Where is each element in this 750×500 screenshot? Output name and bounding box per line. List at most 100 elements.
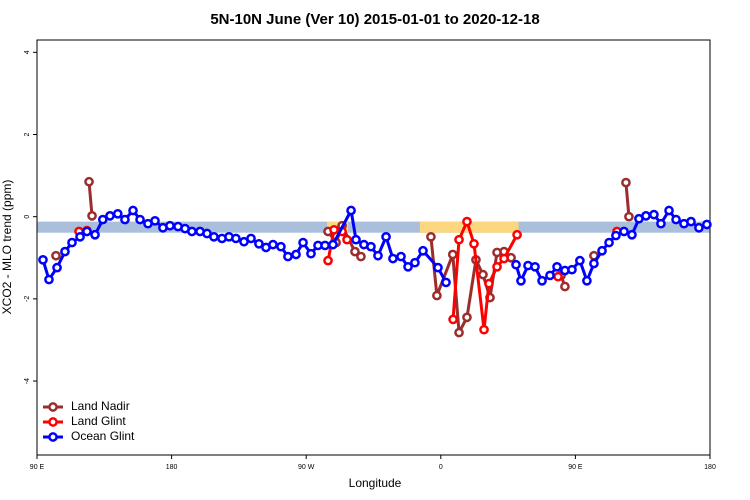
point [403,261,413,272]
point [511,259,521,270]
legend-marker [48,417,58,427]
point [567,264,577,275]
legend-label: Ocean Glint [71,429,135,443]
point [135,214,145,225]
point [624,211,634,222]
legend-label: Land Glint [71,414,126,428]
point [671,214,681,225]
point [320,240,330,251]
point [328,239,338,250]
point [38,254,48,265]
point [656,218,666,229]
point [342,234,352,245]
point [187,226,197,237]
y-tick-label: 2 [24,132,31,136]
point [621,177,631,188]
point [627,229,637,240]
point [60,246,70,257]
point [82,226,92,237]
point [323,255,333,266]
point [276,241,286,252]
point [346,205,356,216]
point [492,261,502,272]
point [433,262,443,273]
chart-title: 5N-10N June (Ver 10) 2015-01-01 to 2020-… [210,11,539,28]
point [51,250,61,261]
point [120,214,130,225]
point [552,261,562,272]
legend-label: Land Nadir [71,399,130,413]
point [530,261,540,272]
point [597,245,607,256]
point [388,253,398,264]
point [306,248,316,259]
point [611,230,621,241]
point [329,224,339,235]
point [418,245,428,256]
point [560,281,570,292]
point [381,231,391,242]
point [105,211,115,221]
point [298,237,308,248]
point [641,211,651,221]
point [351,234,361,245]
point [209,231,219,242]
point [448,314,458,325]
point [441,277,451,288]
point [694,222,704,233]
point [44,274,54,285]
point [454,234,464,245]
point [254,238,264,249]
point [97,214,108,225]
point [516,275,526,286]
x-axis-label: Longitude [349,476,402,490]
point [90,229,100,240]
point [112,208,123,219]
point [553,271,563,282]
point [537,275,547,286]
x-tick-label: 180 [166,464,178,471]
point [75,231,85,242]
point [268,239,278,250]
y-tick-label: 0 [24,215,31,219]
point [356,251,366,262]
y-tick-label: -4 [24,378,31,384]
legend-marker [48,402,58,412]
point [87,211,97,221]
point [575,255,585,266]
point [165,220,175,231]
point [246,233,256,244]
point [604,237,614,248]
x-tick-label: 90 E [30,464,45,471]
point [432,290,442,301]
land-region [419,221,519,233]
point [67,237,77,248]
point [462,312,472,323]
point [291,249,301,260]
y-axis-label: XCO2 - MLO trend (ppm) [0,180,14,315]
x-tick-label: 180 [704,464,716,471]
x-tick-label: 0 [439,464,443,471]
point [479,324,489,335]
point [231,233,241,244]
point [350,246,360,257]
x-tick-label: 90 W [298,464,315,471]
point [484,278,494,289]
point [664,205,674,216]
point [702,219,712,230]
point [589,258,599,269]
point [469,238,479,249]
point [283,251,293,262]
point [462,216,472,227]
point [410,257,420,268]
point [649,209,659,220]
point [396,251,406,262]
point [366,241,376,252]
point [52,262,62,273]
point [686,216,696,227]
point [373,250,383,261]
point [545,270,555,281]
y-tick-label: 4 [24,50,31,54]
point [447,249,458,260]
